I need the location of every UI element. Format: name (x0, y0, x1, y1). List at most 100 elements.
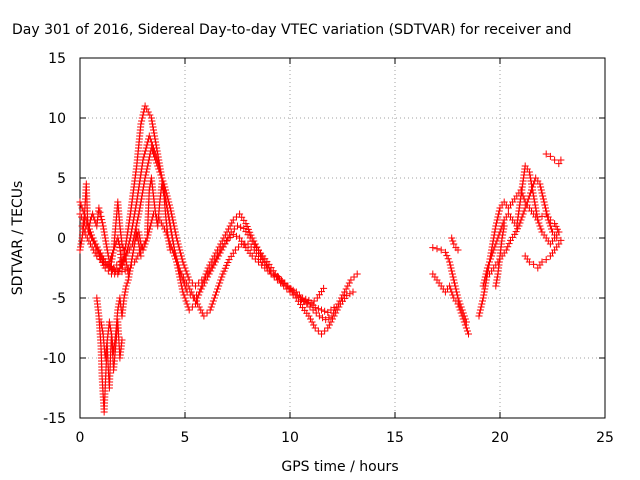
data-point (516, 219, 524, 227)
data-point (174, 240, 182, 248)
data-point (136, 201, 144, 209)
data-point (476, 309, 484, 317)
data-point (159, 189, 167, 197)
data-point (235, 243, 243, 251)
data-point (182, 297, 190, 305)
data-point (100, 228, 108, 236)
data-point (522, 201, 530, 209)
data-point (504, 243, 512, 251)
data-point (105, 318, 113, 326)
data-point (106, 262, 114, 270)
data-point (139, 111, 147, 119)
data-point (169, 219, 177, 227)
data-point (130, 246, 138, 254)
data-point (484, 261, 492, 269)
data-point (93, 252, 101, 260)
data-point (144, 159, 152, 167)
data-point (141, 240, 149, 248)
data-point (456, 300, 464, 308)
data-point (306, 315, 314, 323)
data-point (343, 292, 351, 300)
data-point (538, 258, 546, 266)
data-point (263, 264, 271, 272)
data-point (166, 246, 174, 254)
data-point (184, 282, 192, 290)
data-point (169, 249, 177, 257)
data-point (174, 261, 182, 269)
data-point (228, 219, 236, 227)
data-point (498, 234, 506, 242)
data-point (242, 220, 250, 228)
data-point (289, 286, 297, 294)
data-point (327, 318, 335, 326)
data-point (533, 213, 541, 221)
data-point (140, 183, 148, 191)
data-point (230, 225, 238, 233)
data-point (329, 315, 337, 323)
data-point (141, 102, 149, 110)
data-point (321, 327, 329, 335)
data-point (479, 282, 487, 290)
data-point (320, 284, 328, 292)
data-point (234, 222, 241, 230)
data-point (98, 321, 106, 329)
data-point (179, 273, 187, 281)
data-point (544, 216, 552, 224)
data-point (98, 216, 106, 224)
data-point (141, 177, 149, 185)
data-point (539, 195, 547, 203)
data-point (147, 114, 155, 122)
data-point (132, 225, 140, 233)
data-point (459, 309, 467, 317)
data-point (538, 189, 546, 197)
data-point (201, 273, 209, 281)
data-point (441, 248, 449, 256)
series-trace-c (78, 144, 338, 316)
data-point (198, 276, 206, 284)
data-point (526, 171, 534, 179)
data-point (301, 298, 309, 306)
data-point (177, 249, 185, 257)
data-point (139, 156, 147, 164)
data-point (524, 195, 532, 203)
data-point (137, 195, 145, 203)
data-point (286, 284, 294, 292)
data-point (172, 231, 180, 239)
data-point (127, 258, 135, 266)
data-point (150, 129, 158, 137)
data-point (126, 264, 134, 272)
data-point (88, 243, 96, 251)
data-point (109, 252, 117, 260)
data-point (128, 255, 136, 263)
data-point (304, 299, 312, 307)
data-point (450, 240, 458, 248)
data-point (553, 234, 561, 242)
data-point (158, 180, 166, 188)
data-point (276, 276, 283, 284)
data-point (324, 324, 332, 332)
data-point (108, 255, 116, 263)
data-point (322, 316, 330, 324)
data-point (433, 245, 441, 253)
series-trace-o (486, 174, 565, 278)
data-point (454, 294, 462, 302)
data-point (532, 204, 540, 212)
data-point (180, 291, 188, 299)
data-point (177, 252, 185, 260)
data-point (350, 273, 358, 281)
data-point (157, 171, 165, 179)
data-point (307, 300, 315, 308)
data-point (551, 156, 559, 164)
data-point (151, 153, 159, 161)
data-point (328, 312, 336, 320)
data-point (189, 291, 197, 299)
y-tick-label: 10 (48, 111, 66, 127)
data-point (457, 303, 465, 311)
data-point (310, 297, 318, 305)
data-point (148, 147, 156, 155)
data-point (298, 296, 306, 304)
data-point (208, 300, 216, 308)
data-point (87, 240, 94, 248)
data-point (540, 198, 548, 206)
